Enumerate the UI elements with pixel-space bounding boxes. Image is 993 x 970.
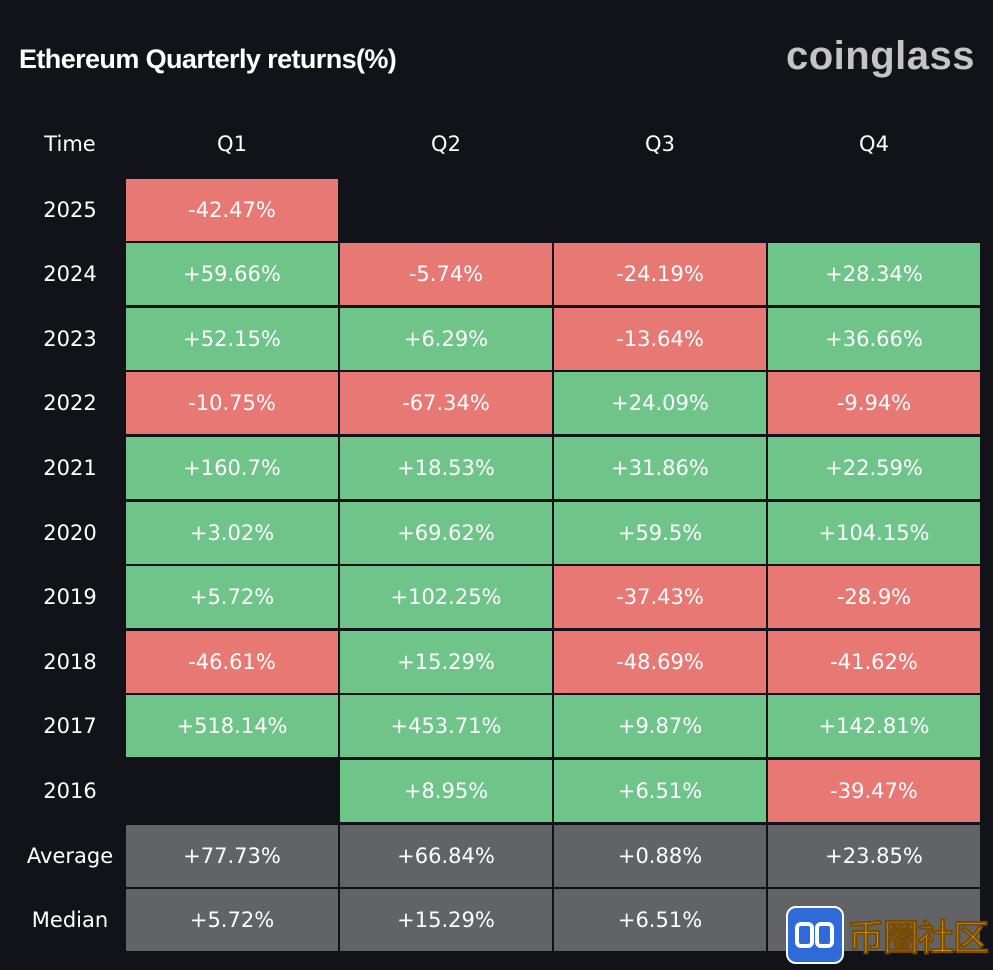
return-cell: -48.69%	[554, 630, 766, 693]
watermark-text: 币圈社区	[847, 918, 989, 960]
return-cell: +9.87%	[554, 695, 766, 758]
row-label-2025: 2025	[43, 197, 97, 222]
return-cell: +453.71%	[340, 695, 552, 758]
row-label-average: Average	[26, 843, 114, 868]
summary-cell: +5.72%	[126, 889, 338, 952]
column-header-q3: Q3	[645, 132, 675, 156]
return-cell	[768, 179, 980, 241]
watermark-logo-icon	[786, 906, 844, 964]
return-cell: +28.34%	[768, 243, 980, 306]
row-label-2019: 2019	[43, 585, 97, 610]
return-cell: +52.15%	[126, 307, 338, 370]
return-cell: -42.47%	[126, 178, 338, 241]
summary-cell: +0.88%	[554, 824, 766, 887]
brand-logo: coinglass	[785, 34, 975, 78]
row-label-2021: 2021	[43, 455, 97, 480]
return-cell: -46.61%	[126, 630, 338, 693]
return-cell: -13.64%	[554, 307, 766, 370]
return-cell: -37.43%	[554, 566, 766, 629]
watermark: 币圈社区	[786, 902, 992, 968]
return-cell: +24.09%	[554, 372, 766, 435]
return-cell: +104.15%	[768, 501, 980, 564]
return-cell: +102.25%	[340, 566, 552, 629]
return-cell: +22.59%	[768, 436, 980, 499]
row-label-2016: 2016	[43, 778, 97, 803]
return-cell: -41.62%	[768, 630, 980, 693]
return-cell: +18.53%	[340, 436, 552, 499]
return-cell: +31.86%	[554, 436, 766, 499]
return-cell: +69.62%	[340, 501, 552, 564]
return-cell: +160.7%	[126, 436, 338, 499]
column-header-q2: Q2	[431, 132, 461, 156]
row-label-2023: 2023	[43, 326, 97, 351]
return-cell: +15.29%	[340, 630, 552, 693]
column-header-q4: Q4	[859, 132, 889, 156]
return-cell	[554, 179, 766, 241]
return-cell: -24.19%	[554, 243, 766, 306]
return-cell: +6.51%	[554, 759, 766, 822]
return-cell: +518.14%	[126, 695, 338, 758]
return-cell: +142.81%	[768, 695, 980, 758]
row-label-2017: 2017	[43, 714, 97, 739]
returns-table: Time Q1 Q2 Q3 Q4 2025 -42.47% 2024 +59.66% -5.74%…	[16, 112, 980, 952]
row-label-2018: 2018	[43, 649, 97, 674]
return-cell: -39.47%	[768, 759, 980, 822]
return-cell: +8.95%	[340, 759, 552, 822]
summary-cell: +15.29%	[340, 889, 552, 952]
chart-title: Ethereum Quarterly returns(%)	[19, 44, 397, 74]
column-header-q1: Q1	[217, 132, 247, 156]
return-cell	[126, 760, 338, 822]
summary-cell: +66.84%	[340, 824, 552, 887]
return-cell: +59.66%	[126, 243, 338, 306]
return-cell: -28.9%	[768, 566, 980, 629]
return-cell: +3.02%	[126, 501, 338, 564]
return-cell: +5.72%	[126, 566, 338, 629]
row-label-2024: 2024	[43, 262, 97, 287]
return-cell: -10.75%	[126, 372, 338, 435]
return-cell: +59.5%	[554, 501, 766, 564]
return-cell: -67.34%	[340, 372, 552, 435]
summary-cell: +77.73%	[126, 824, 338, 887]
return-cell: -9.94%	[768, 372, 980, 435]
return-cell: +36.66%	[768, 307, 980, 370]
column-header-time: Time	[44, 132, 96, 156]
row-label-median: Median	[31, 908, 109, 933]
row-label-2020: 2020	[43, 520, 97, 545]
return-cell: +6.29%	[340, 307, 552, 370]
summary-cell: +6.51%	[554, 889, 766, 952]
return-cell: -5.74%	[340, 243, 552, 306]
summary-cell: +23.85%	[768, 824, 980, 887]
row-label-2022: 2022	[43, 391, 97, 416]
return-cell	[340, 179, 552, 241]
